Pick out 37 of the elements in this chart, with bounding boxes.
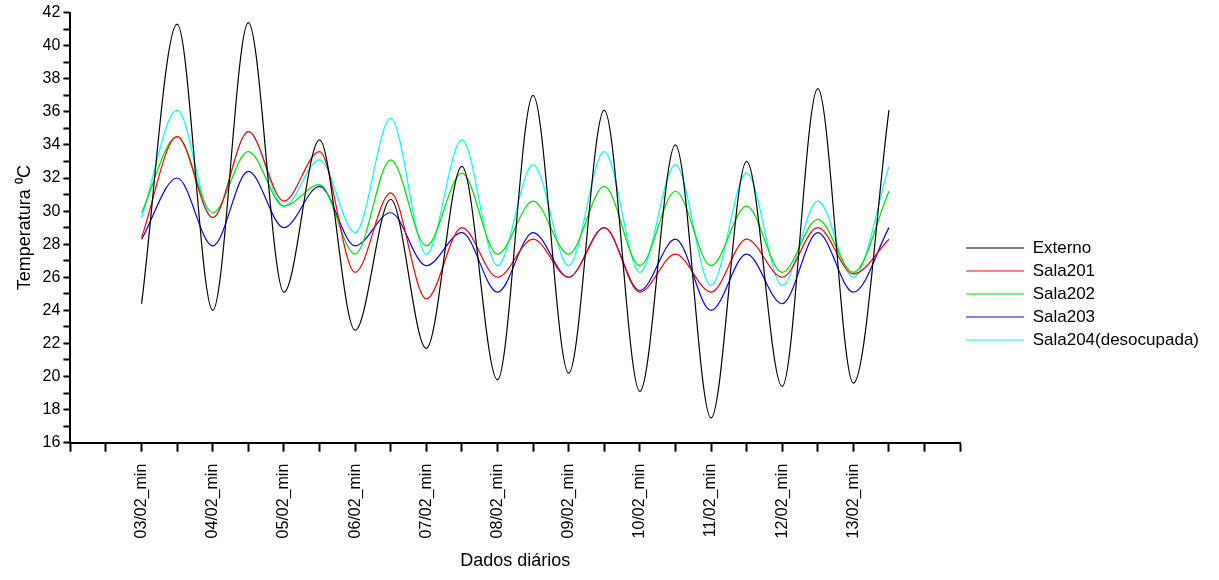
y-tick-label: 38 — [42, 69, 61, 87]
y-tick-label: 22 — [42, 333, 61, 351]
y-axis-title: Temperatura ⁰C — [13, 165, 34, 291]
legend-label: Sala204(desocupada) — [1032, 329, 1200, 349]
x-tick-label: 11/02_min — [701, 463, 720, 538]
y-tick-label: 16 — [42, 433, 61, 451]
line-series — [140, 109, 890, 287]
y-tick-label: 34 — [42, 135, 61, 153]
x-tick-label: 09/02_min — [559, 463, 578, 539]
x-tick-label: 07/02_min — [416, 463, 435, 539]
y-tick-label: 26 — [42, 267, 61, 285]
x-tick-label: 05/02_min — [274, 463, 293, 539]
x-tick-label: 08/02_min — [487, 463, 506, 539]
y-tick-label: 36 — [42, 102, 61, 120]
line-series — [140, 170, 890, 311]
line-series — [140, 21, 890, 419]
y-tick-label: 40 — [42, 36, 61, 54]
y-tick-label: 30 — [42, 201, 61, 219]
y-tick-label: 20 — [42, 366, 61, 384]
legend-label: Sala202 — [1032, 283, 1096, 303]
y-tick-label: 32 — [42, 168, 61, 186]
legend-label: Externo — [1032, 237, 1092, 257]
y-tick-label: 42 — [42, 3, 61, 21]
line-series — [140, 131, 890, 300]
x-axis-title: Dados diários — [460, 550, 571, 571]
x-tick-label: 03/02_min — [131, 463, 150, 539]
x-tick-label: 04/02_min — [203, 463, 222, 539]
x-tick-label: 06/02_min — [345, 463, 364, 539]
legend-label: Sala201 — [1032, 260, 1096, 280]
legend-label: Sala203 — [1032, 306, 1096, 326]
y-tick-label: 28 — [42, 234, 61, 252]
x-tick-label: 10/02_min — [630, 463, 649, 539]
line-series — [140, 136, 890, 273]
x-tick-label: 13/02_min — [843, 463, 862, 539]
y-tick-label: 24 — [42, 300, 61, 318]
x-tick-label: 12/02_min — [772, 463, 791, 539]
y-tick-label: 18 — [42, 400, 61, 417]
